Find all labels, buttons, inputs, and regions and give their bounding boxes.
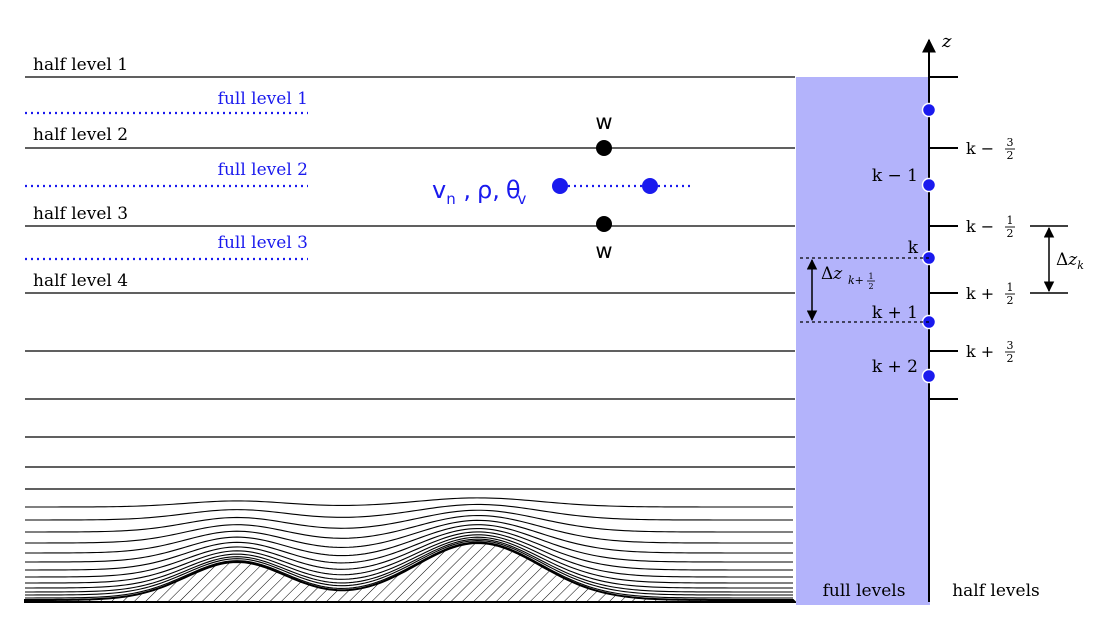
mass-point-1	[552, 178, 568, 194]
w-label-bottom: w	[595, 239, 612, 263]
w-label-top: w	[595, 110, 612, 134]
half-index-label-k-minus-1-2: k − 1 2	[966, 214, 1015, 240]
w-point-top	[596, 140, 612, 156]
half-level-label-3: half level 3	[33, 204, 128, 224]
terrain-following-line	[25, 531, 793, 578]
terrain-following-line	[25, 534, 793, 584]
v-subscript: n	[446, 190, 456, 208]
half-index-num: 3	[1007, 339, 1014, 352]
half-index-num: 3	[1007, 136, 1014, 149]
half-levels-label: half levels	[952, 581, 1040, 601]
delta-z-full-label: Δzk	[1056, 250, 1084, 272]
half-index-label-k-minus-3-2: k − 3 2	[966, 136, 1015, 162]
z-variable: z	[832, 264, 843, 284]
half-index-base: k −	[966, 139, 994, 158]
delta-z-half-subscript: k+	[848, 274, 864, 287]
half-index-label-k-plus-1-2: k + 1 2	[966, 281, 1015, 307]
full-index-label-k-minus-1: k − 1	[872, 166, 918, 186]
half-index-base: k +	[966, 342, 994, 361]
column-panel: z k − 1 k k + 1 k + 2 k − 3 2 k − 1 2 k …	[796, 31, 1084, 605]
full-levels-column	[796, 77, 930, 605]
half-index-num: 1	[1007, 281, 1014, 294]
staggering-example: w w vn , ρ, θv	[432, 110, 692, 263]
full-index-label-k-plus-1: k + 1	[872, 303, 918, 323]
terrain-following-line	[24, 519, 793, 554]
half-level-label-4: half level 4	[33, 271, 128, 291]
terrain-following-line	[25, 503, 793, 521]
mass-point-2	[642, 178, 658, 194]
full-levels-label: full levels	[823, 581, 906, 601]
terrain-levels: half level 1 half level 2 half level 3 h…	[24, 55, 798, 603]
comma-separator: ,	[456, 176, 471, 204]
delta-symbol: Δ	[1056, 250, 1068, 270]
k-subscript: k	[1077, 259, 1084, 272]
delta-z-half-main: Δz	[821, 264, 843, 284]
delta-symbol: Δ	[821, 264, 833, 284]
delta-z-half-label: Δz k+ 1 2	[821, 264, 875, 291]
full-level-label-3: full level 3	[218, 233, 308, 253]
v-symbol: v	[432, 176, 446, 204]
full-index-label-k: k	[908, 238, 919, 258]
half-index-num: 1	[1007, 214, 1014, 227]
half-index-den: 2	[1007, 227, 1014, 240]
full-level-point-k-minus-2	[921, 102, 937, 118]
rho-symbol: ρ,	[477, 176, 500, 204]
terrain-following-line	[25, 514, 793, 544]
full-level-label-2: full level 2	[218, 160, 308, 180]
terrain-following-line	[25, 541, 793, 599]
full-level-point-k-minus-1	[921, 177, 937, 193]
full-level-label-1: full level 1	[218, 89, 308, 109]
full-index-label-k-plus-2: k + 2	[872, 357, 918, 377]
terrain-following-line	[25, 509, 793, 533]
half-index-base: k −	[966, 217, 994, 236]
half-index-den: 2	[1007, 294, 1014, 307]
prognostic-variables-label: vn , ρ, θv	[432, 176, 527, 208]
z-variable: z	[1067, 250, 1078, 270]
theta-symbol: θ	[506, 176, 521, 204]
delta-z-half-den: 2	[868, 282, 873, 291]
full-level-point-k-plus-2	[921, 368, 937, 384]
terrain-following-line	[24, 524, 793, 563]
half-index-label-k-plus-3-2: k + 3 2	[966, 339, 1015, 365]
terrain-following-line	[25, 536, 793, 589]
terrain-following-lines	[24, 497, 793, 599]
half-level-label-1: half level 1	[33, 55, 128, 75]
w-point-bottom	[596, 216, 612, 232]
orography-hatched	[24, 542, 798, 603]
theta-subscript: v	[518, 190, 527, 208]
terrain-following-line	[25, 538, 793, 593]
terrain-following-line	[25, 497, 793, 508]
half-index-den: 2	[1007, 149, 1014, 162]
delta-z-half-num: 1	[868, 272, 873, 281]
half-level-label-2: half level 2	[33, 125, 128, 145]
terrain-following-line	[25, 540, 793, 596]
half-index-den: 2	[1007, 352, 1014, 365]
half-index-base: k +	[966, 284, 994, 303]
z-axis-label: z	[941, 31, 952, 52]
terrain-following-line	[24, 527, 793, 571]
